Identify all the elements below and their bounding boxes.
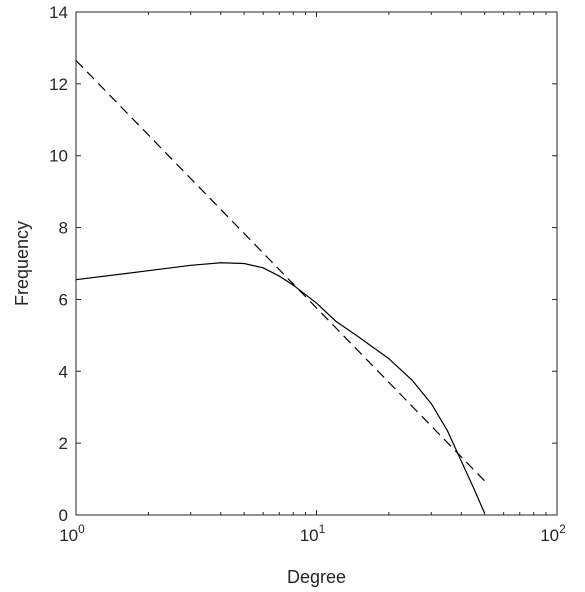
x-axis-label: Degree [287,567,346,587]
y-tick-label: 0 [59,506,68,525]
y-tick-label: 2 [59,434,68,453]
y-tick-label: 4 [59,362,68,381]
y-tick-label: 14 [49,3,68,22]
axes-box [75,11,558,516]
y-axis-label: Frequency [12,221,32,306]
y-tick-label: 6 [59,290,68,309]
y-tick-label: 12 [49,75,68,94]
y-tick-label: 8 [59,219,68,238]
y-tick-label: 10 [49,147,68,166]
dashed-series-line [75,60,486,482]
x-tick-label: 100 [59,522,85,545]
x-tick-label: 101 [300,522,326,545]
x-tick-label: 102 [540,522,566,545]
solid-series-line [75,262,486,514]
plot-area: 0 2 4 6 8 10 12 14 100 101 102 [49,3,566,545]
